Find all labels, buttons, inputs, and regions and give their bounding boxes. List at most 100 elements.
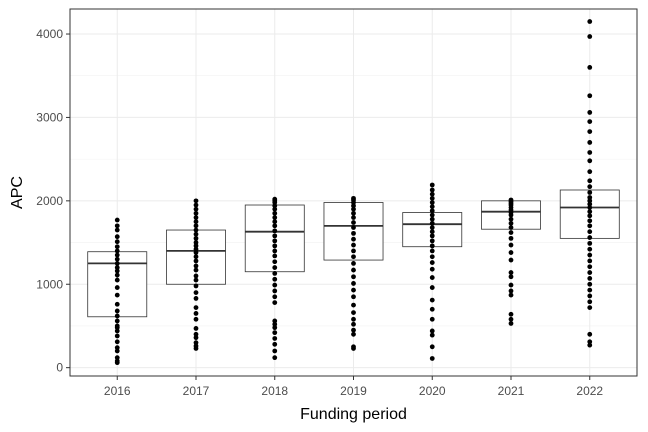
data-point xyxy=(587,287,593,293)
data-point xyxy=(429,356,435,361)
data-point xyxy=(272,228,278,234)
data-point xyxy=(587,119,593,125)
data-point xyxy=(587,218,593,224)
data-point xyxy=(587,110,593,115)
data-point xyxy=(351,327,356,333)
data-point xyxy=(272,253,278,259)
data-point xyxy=(272,294,278,300)
data-point xyxy=(114,318,120,324)
data-point xyxy=(193,343,199,349)
data-point xyxy=(351,254,356,260)
data-point xyxy=(587,339,593,345)
data-point xyxy=(272,223,278,229)
y-tick-label: 4000 xyxy=(36,27,63,41)
y-axis: 0 1000 2000 3000 4000 xyxy=(36,27,70,375)
data-point xyxy=(508,282,514,288)
data-point xyxy=(114,265,120,270)
data-point xyxy=(508,216,514,222)
data-point xyxy=(193,283,199,289)
data-point xyxy=(351,294,356,300)
data-point xyxy=(193,243,199,249)
data-point xyxy=(114,313,120,319)
data-point xyxy=(351,281,356,286)
data-point xyxy=(429,191,435,197)
data-point xyxy=(429,248,435,254)
data-point xyxy=(508,250,514,255)
data-point xyxy=(587,281,593,287)
data-point xyxy=(429,225,435,230)
data-point xyxy=(508,197,514,203)
points-2017 xyxy=(193,198,199,351)
data-point xyxy=(272,288,278,294)
data-point xyxy=(193,210,199,216)
data-point xyxy=(272,196,278,202)
y-tick-label: 2000 xyxy=(36,194,63,208)
data-point xyxy=(587,178,593,184)
data-point xyxy=(587,299,593,305)
data-point xyxy=(429,275,435,280)
data-point xyxy=(351,195,356,201)
data-point xyxy=(587,205,593,210)
points-2016 xyxy=(114,217,120,366)
data-point xyxy=(193,246,199,252)
data-point xyxy=(272,265,278,270)
data-point xyxy=(587,342,593,348)
data-point xyxy=(429,254,435,260)
data-point xyxy=(351,230,356,236)
x-tick-label: 2016 xyxy=(104,384,131,398)
data-point xyxy=(587,229,593,235)
data-point xyxy=(114,345,120,351)
data-point xyxy=(114,260,120,266)
data-point xyxy=(508,292,514,298)
data-point xyxy=(429,220,435,226)
data-point xyxy=(351,260,356,266)
data-point xyxy=(114,223,120,229)
data-point xyxy=(272,321,278,327)
data-point xyxy=(272,325,278,331)
data-point xyxy=(272,203,278,209)
points-2022 xyxy=(587,19,593,348)
data-point xyxy=(429,328,435,334)
points-2018 xyxy=(272,196,278,361)
data-point xyxy=(114,227,120,233)
data-point xyxy=(587,264,593,270)
data-point xyxy=(193,198,199,204)
data-point xyxy=(508,274,514,280)
data-point xyxy=(429,229,435,235)
data-point xyxy=(114,277,120,283)
data-point xyxy=(193,296,199,301)
data-point xyxy=(193,277,199,283)
data-point xyxy=(351,210,356,216)
data-point xyxy=(587,331,593,337)
data-point xyxy=(193,273,199,279)
data-point xyxy=(429,306,435,312)
data-point xyxy=(587,158,593,164)
data-point xyxy=(429,216,435,222)
data-point xyxy=(587,213,593,219)
data-point xyxy=(351,267,356,273)
data-point xyxy=(429,233,435,239)
data-point xyxy=(272,238,278,244)
data-point xyxy=(587,150,593,155)
data-point xyxy=(508,311,514,317)
data-point xyxy=(193,290,199,295)
data-point xyxy=(429,238,435,244)
data-point xyxy=(114,348,120,354)
points-2020 xyxy=(429,182,435,361)
data-point xyxy=(193,215,199,220)
data-point xyxy=(587,270,593,275)
y-tick-label: 3000 xyxy=(36,110,63,124)
data-point xyxy=(193,202,199,208)
data-point xyxy=(272,318,278,324)
data-point xyxy=(587,201,593,207)
data-point xyxy=(272,336,278,341)
data-point xyxy=(114,360,120,366)
data-point xyxy=(429,182,435,188)
data-point xyxy=(429,204,435,210)
x-axis: 2016 2017 2018 2019 2020 2021 2022 xyxy=(104,376,603,398)
data-point xyxy=(114,252,120,258)
data-point xyxy=(508,288,514,294)
data-point xyxy=(508,321,514,326)
data-point xyxy=(114,301,120,307)
